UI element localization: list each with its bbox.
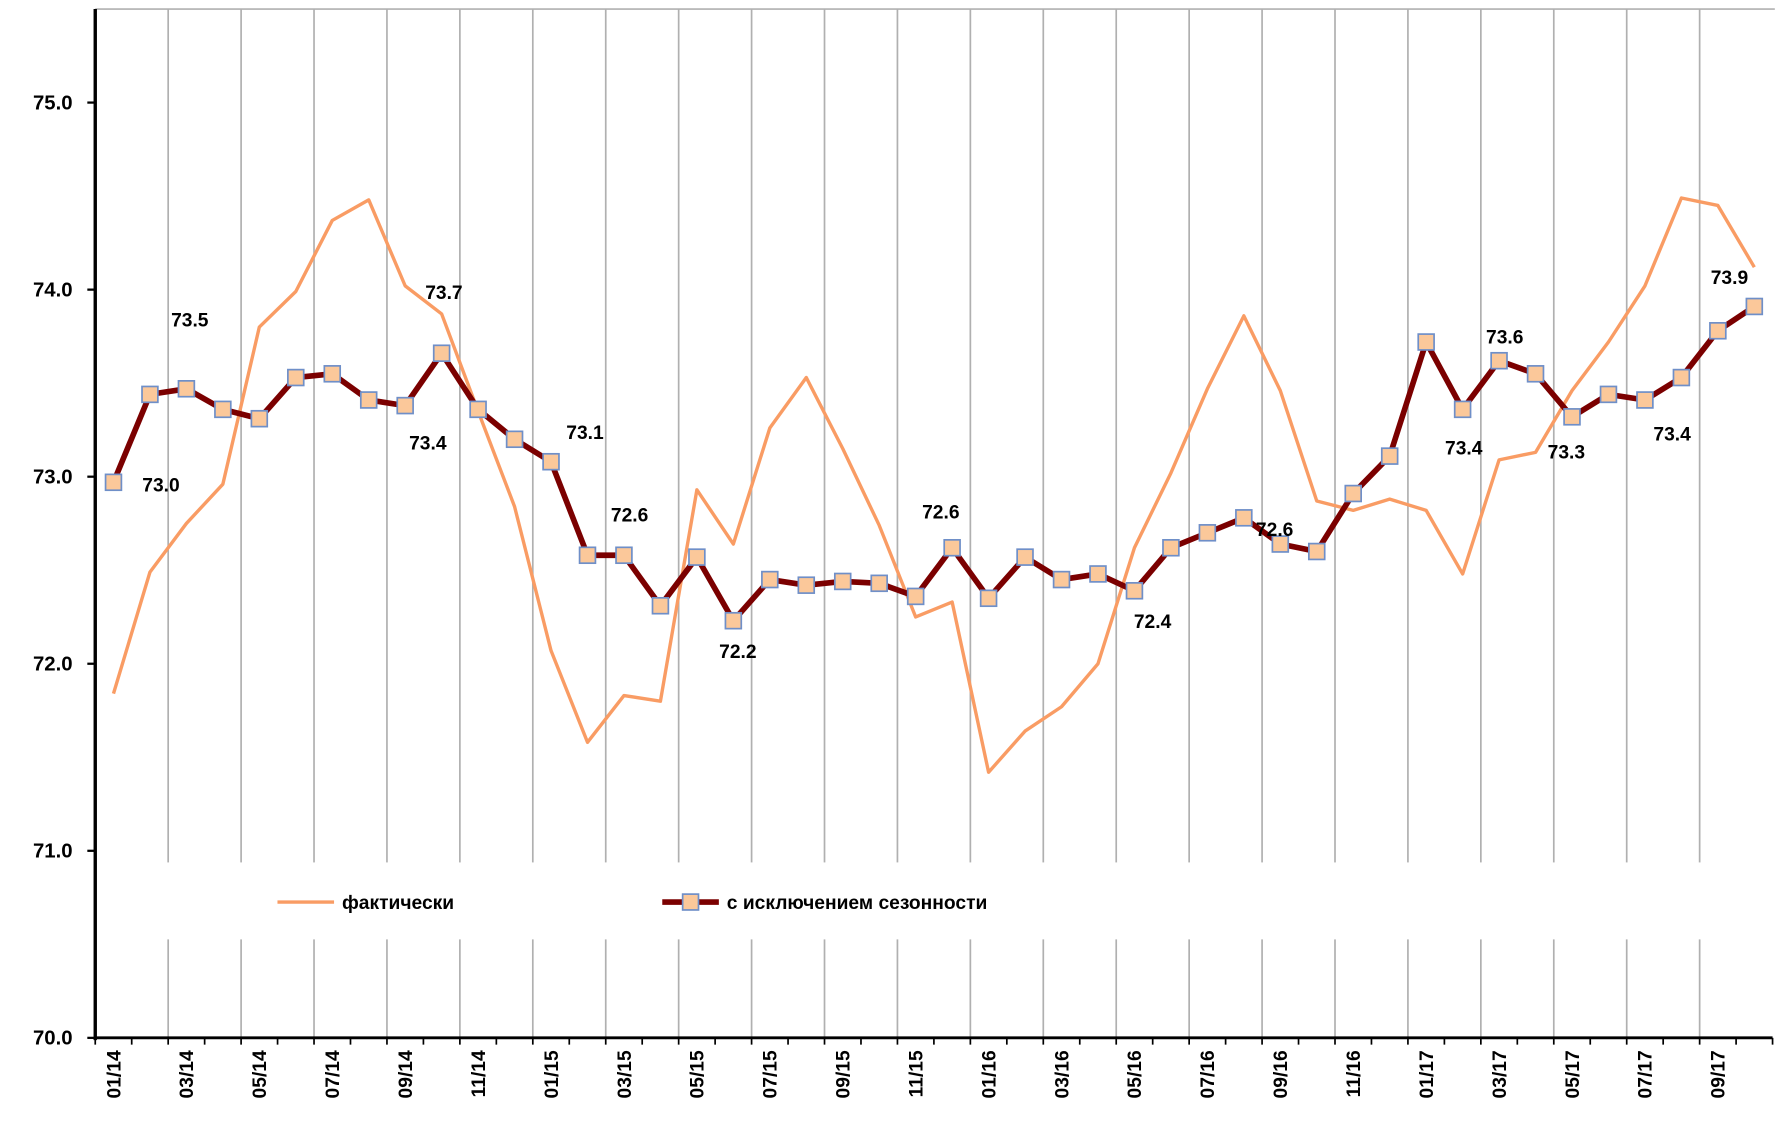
marker	[1162, 538, 1180, 557]
x-tick-label: 01/16	[979, 1050, 1000, 1098]
marker	[724, 611, 743, 630]
marker	[870, 574, 888, 593]
marker	[1526, 365, 1545, 383]
x-tick-label: 07/16	[1198, 1050, 1219, 1098]
y-tick-label: 72.0	[33, 654, 73, 676]
data-label: 73.4	[1445, 439, 1483, 460]
x-tick-label: 01/14	[104, 1050, 125, 1098]
x-tick-label: 03/16	[1052, 1050, 1073, 1098]
marker	[1599, 385, 1618, 404]
data-label: 72.6	[1256, 520, 1293, 541]
data-label: 73.1	[566, 423, 604, 444]
marker	[542, 452, 560, 471]
marker	[1745, 297, 1764, 316]
x-tick-label: 07/14	[323, 1050, 344, 1098]
data-label: 72.6	[922, 502, 959, 523]
data-label: 73.5	[171, 311, 209, 332]
marker	[1235, 509, 1253, 527]
x-tick-label: 01/15	[542, 1050, 563, 1098]
marker	[323, 365, 342, 383]
series-line	[111, 196, 1756, 774]
legend-label: фактически	[342, 893, 454, 914]
x-tick-label: 09/15	[834, 1050, 855, 1098]
marker	[1271, 535, 1290, 553]
marker	[177, 380, 196, 398]
marker	[615, 546, 633, 565]
marker	[943, 538, 961, 557]
marker	[469, 400, 487, 419]
data-label: 73.0	[142, 475, 179, 496]
marker	[432, 344, 451, 363]
marker	[833, 572, 852, 591]
marker	[651, 596, 670, 615]
marker	[1089, 565, 1107, 583]
x-tick-label: 05/17	[1563, 1050, 1584, 1098]
y-tick-label: 74.0	[33, 279, 73, 301]
x-tick-label: 11/14	[469, 1050, 490, 1097]
x-tick-label: 05/14	[250, 1050, 271, 1098]
marker	[1198, 524, 1217, 542]
marker	[761, 570, 779, 589]
marker	[1125, 582, 1144, 600]
x-tick-label: 09/16	[1271, 1050, 1292, 1098]
marker	[214, 400, 232, 419]
y-tick-label: 75.0	[33, 92, 73, 114]
y-tick-label: 71.0	[33, 841, 73, 863]
data-label: 73.3	[1548, 443, 1585, 464]
marker	[979, 589, 998, 608]
data-label: 73.7	[425, 283, 462, 304]
x-tick-label: 03/14	[177, 1050, 198, 1098]
series-line	[110, 304, 1756, 624]
marker	[578, 546, 597, 565]
marker	[797, 576, 816, 594]
data-label: 73.4	[1653, 425, 1691, 446]
marker	[1344, 484, 1363, 503]
x-tick-label: 11/15	[906, 1050, 927, 1097]
marker	[141, 385, 159, 404]
marker	[1709, 322, 1727, 340]
marker	[1490, 351, 1508, 370]
x-tick-label: 07/15	[761, 1050, 782, 1098]
x-tick-label: 09/17	[1709, 1050, 1730, 1098]
marker	[1672, 368, 1691, 387]
x-tick-label: 05/16	[1125, 1050, 1146, 1098]
marker	[359, 391, 378, 409]
x-tick-label: 03/15	[615, 1050, 636, 1098]
x-tick-label: 03/17	[1490, 1050, 1511, 1098]
legend: фактически с исключением сезонности	[98, 862, 1772, 940]
marker	[1563, 408, 1581, 426]
marker	[287, 368, 305, 387]
x-tick-label: 09/14	[396, 1050, 417, 1098]
data-label: 73.6	[1486, 328, 1523, 349]
x-tick-label: 11/16	[1344, 1050, 1365, 1097]
legend-background	[98, 862, 1772, 940]
y-tick-label: 70.0	[33, 1028, 73, 1050]
legend-marker	[681, 893, 700, 911]
marker	[1016, 548, 1034, 566]
data-label: 73.4	[409, 434, 447, 455]
marker	[250, 409, 269, 428]
marker	[396, 396, 414, 415]
marker	[1453, 400, 1472, 419]
marker	[1417, 333, 1435, 351]
marker	[1380, 447, 1399, 465]
data-label: 73.9	[1711, 268, 1748, 289]
legend-label: с исключением сезонности	[727, 893, 988, 914]
x-tick-label: 05/15	[688, 1050, 709, 1098]
y-tick-label: 73.0	[33, 466, 73, 488]
marker	[505, 430, 524, 449]
marker	[1307, 542, 1326, 561]
marker	[1636, 391, 1654, 409]
data-label: 72.2	[719, 642, 756, 663]
x-tick-label: 01/17	[1417, 1050, 1438, 1098]
marker	[906, 587, 925, 606]
marker	[688, 548, 706, 566]
marker	[1052, 570, 1071, 589]
data-label: 72.4	[1134, 612, 1172, 633]
data-label: 72.6	[611, 505, 648, 526]
x-tick-label: 07/17	[1636, 1050, 1657, 1098]
marker	[104, 473, 123, 492]
